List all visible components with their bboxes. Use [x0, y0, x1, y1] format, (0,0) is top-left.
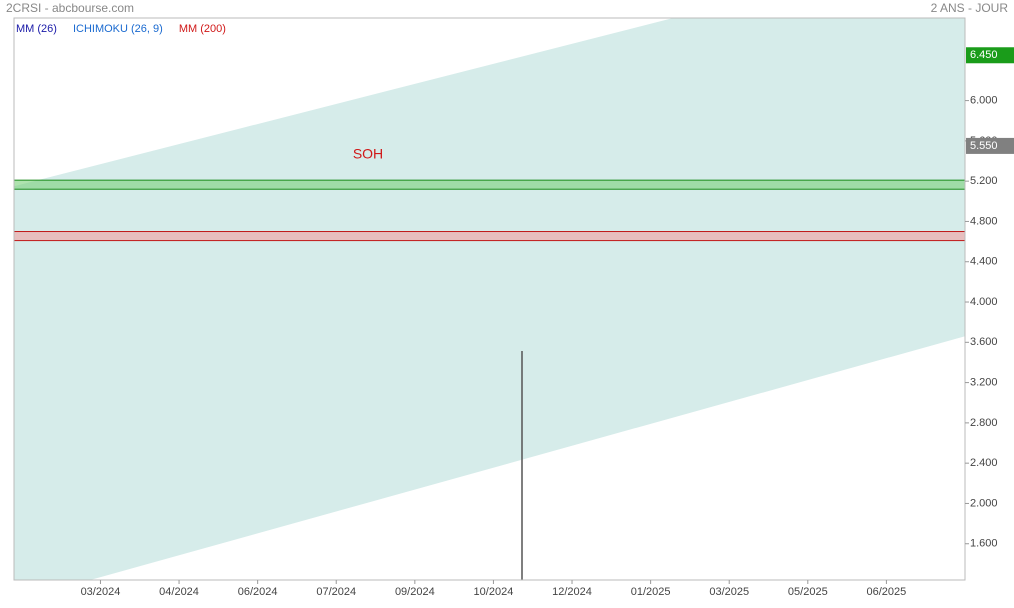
legend-entry: MM (26): [16, 23, 57, 35]
y-tick-label: 4.800: [970, 215, 998, 227]
zone-band: [14, 231, 966, 242]
x-tick-label: 06/2025: [867, 586, 907, 598]
zone-band: [14, 179, 966, 190]
y-tick-label: 1.600: [970, 538, 998, 550]
annotation: SOH: [353, 146, 383, 162]
plot-frame: [13, 17, 966, 581]
y-tick-label: 5.200: [970, 175, 998, 187]
price-tag: [966, 47, 1014, 64]
chart-title: 2CRSI - abcbourse.com: [6, 1, 134, 15]
x-tick-label: 05/2025: [788, 586, 828, 598]
x-tick-label: 10/2024: [474, 586, 514, 598]
y-tick-label: 3.200: [970, 377, 998, 389]
legend-entry: ICHIMOKU (26, 9): [73, 23, 163, 35]
price-tag: [966, 137, 1014, 154]
legend: MM (26) ICHIMOKU (26, 9) MM (200): [16, 23, 226, 35]
x-tick-label: 03/2025: [709, 586, 749, 598]
chart-subtitle: 2 ANS - JOUR: [931, 1, 1009, 15]
channel-fill: [14, 0, 965, 580]
x-tick-label: 03/2024: [81, 586, 121, 598]
axes: 1.600 2.000 2.400 2.800 3.200 3.600 4.000 4.400…: [81, 47, 1014, 598]
legend-entry: MM (200): [179, 23, 226, 35]
y-tick-label: 6.000: [970, 94, 998, 106]
price-tag-label: 6.450: [970, 49, 998, 61]
x-tick-label: 12/2024: [552, 586, 592, 598]
price-tag-label: 5.550: [970, 140, 998, 152]
y-tick-label: 2.800: [970, 417, 998, 429]
y-tick-label: 4.400: [970, 256, 998, 268]
x-tick-label: 01/2025: [631, 586, 671, 598]
y-tick-label: 3.600: [970, 336, 998, 348]
x-tick-label: 04/2024: [159, 586, 199, 598]
y-tick-label: 2.000: [970, 497, 998, 509]
y-tick-label: 2.400: [970, 457, 998, 469]
x-tick-label: 07/2024: [316, 586, 356, 598]
y-tick-label: 4.000: [970, 296, 998, 308]
x-tick-label: 06/2024: [238, 586, 278, 598]
x-tick-label: 09/2024: [395, 586, 435, 598]
